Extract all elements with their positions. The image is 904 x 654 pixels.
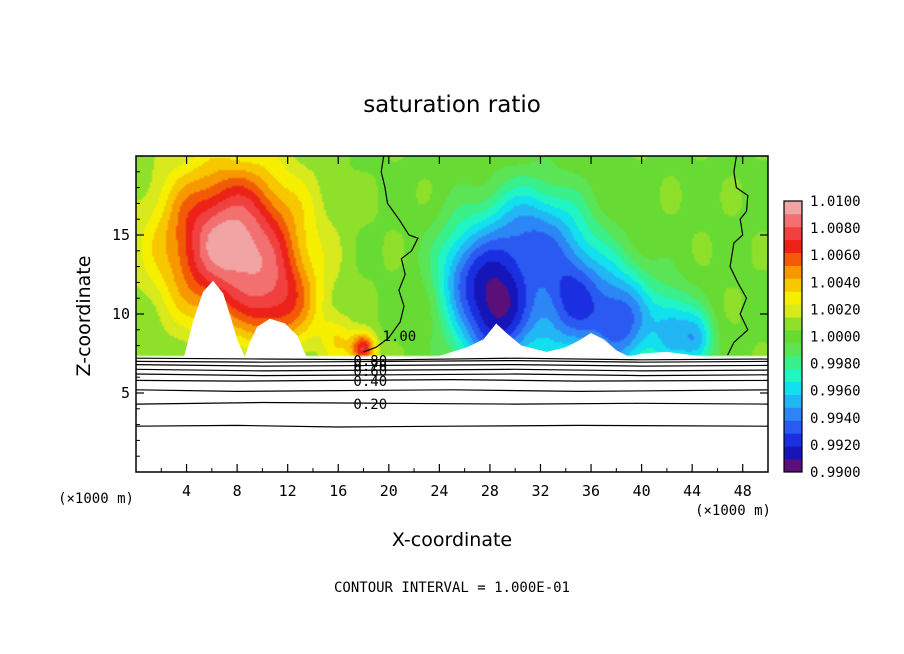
y-unit-label: (×1000 m) xyxy=(58,491,134,507)
contour-interval-note: CONTOUR INTERVAL = 1.000E-01 xyxy=(334,580,570,596)
x-tick-label: 8 xyxy=(233,482,242,500)
colorbar-label: 1.0060 xyxy=(810,248,861,264)
colorbar-swatch xyxy=(784,407,802,421)
heatmap-field xyxy=(136,156,768,472)
x-tick-label: 36 xyxy=(582,482,600,500)
colorbar-label: 1.0020 xyxy=(810,302,861,318)
y-tick-label: 5 xyxy=(121,384,130,402)
contour-line-2 xyxy=(135,357,769,361)
x-tick-label: 16 xyxy=(329,482,347,500)
x-tick-label: 12 xyxy=(279,482,297,500)
colorbar: 1.0100 1.0080 1.0060 1.0040 1.0020 1.0000 0.99… xyxy=(783,194,861,481)
x-tick-label: 4 xyxy=(182,482,191,500)
contour-line-1 xyxy=(727,155,749,356)
x-tick-label: 24 xyxy=(430,482,448,500)
colorbar-swatch xyxy=(784,355,802,370)
blank-region-0 xyxy=(184,280,245,357)
x-tick-label: 48 xyxy=(734,482,752,500)
colorbar-label: 0.9900 xyxy=(810,465,861,481)
contour-line-3 xyxy=(135,359,769,363)
colorbar-swatch xyxy=(784,304,802,318)
y-axis-ticks: 5 10 15 xyxy=(112,171,768,457)
colorbar-swatch xyxy=(784,433,802,447)
contour-line-8 xyxy=(135,389,769,393)
y-tick-label: 15 xyxy=(112,226,130,244)
colorbar-swatch xyxy=(784,226,802,241)
colorbar-swatch xyxy=(784,317,802,331)
contour-line-4 xyxy=(135,363,769,367)
contour-line-9 xyxy=(135,401,769,405)
colorbar-label: 1.0080 xyxy=(810,221,861,237)
colorbar-swatch xyxy=(784,381,802,395)
x-axis-title: X-coordinate xyxy=(392,529,512,551)
colorbar-swatch xyxy=(784,459,802,473)
colorbar-swatch xyxy=(784,330,802,344)
contour-line-10 xyxy=(135,424,769,428)
x-unit-label: (×1000 m) xyxy=(695,503,771,519)
colorbar-swatch xyxy=(784,291,802,305)
x-tick-label: 44 xyxy=(683,482,701,500)
colorbar-swatch xyxy=(784,420,802,434)
contour-line-7 xyxy=(135,378,769,382)
colorbar-label: 0.9920 xyxy=(810,438,861,454)
colorbar-label: 1.0040 xyxy=(810,275,861,291)
colorbar-label: 0.9960 xyxy=(810,384,861,400)
contour-label-0: 1.00 xyxy=(382,329,416,345)
colorbar-frame xyxy=(783,200,803,473)
contour-line-5 xyxy=(135,368,769,372)
y-tick-label: 10 xyxy=(112,305,130,323)
chart-title: saturation ratio xyxy=(363,92,541,118)
contour-lines: 1.000.800.700.600.400.20 xyxy=(135,155,769,428)
x-tick-label: 28 xyxy=(481,482,499,500)
x-tick-label: 32 xyxy=(531,482,549,500)
colorbar-label: 1.0100 xyxy=(810,194,861,210)
contour-label-9: 0.20 xyxy=(353,397,387,413)
x-tick-label: 40 xyxy=(633,482,651,500)
contour-line-0 xyxy=(363,155,419,353)
blank-regions xyxy=(184,280,705,357)
x-axis-ticks: 4 8 12 16 20 24 28 32 36 40 44 48 xyxy=(160,156,752,500)
contour-label-7: 0.40 xyxy=(353,374,387,390)
colorbar-swatch xyxy=(784,394,802,408)
colorbar-label: 1.0000 xyxy=(810,330,861,346)
colorbar-swatch xyxy=(784,368,802,383)
colorbar-swatch xyxy=(784,342,802,357)
y-axis-title: Z-coordinate xyxy=(73,256,95,377)
colorbar-swatch xyxy=(784,265,802,279)
blank-region-1 xyxy=(244,318,307,357)
heatmap-image xyxy=(136,156,768,472)
colorbar-swatch xyxy=(784,213,802,228)
colorbar-swatch xyxy=(784,278,802,292)
contour-label-5: 0.60 xyxy=(353,364,387,380)
x-tick-label: 20 xyxy=(380,482,398,500)
colorbar-label: 0.9940 xyxy=(810,411,861,427)
colorbar-swatch xyxy=(784,201,802,215)
blank-region-3 xyxy=(629,351,705,357)
contour-line-6 xyxy=(135,373,769,377)
colorbar-swatch xyxy=(784,252,802,266)
colorbar-swatch xyxy=(784,239,802,254)
colorbar-label: 0.9980 xyxy=(810,357,861,373)
blank-region-2 xyxy=(436,323,629,357)
colorbar-swatch xyxy=(784,446,802,460)
